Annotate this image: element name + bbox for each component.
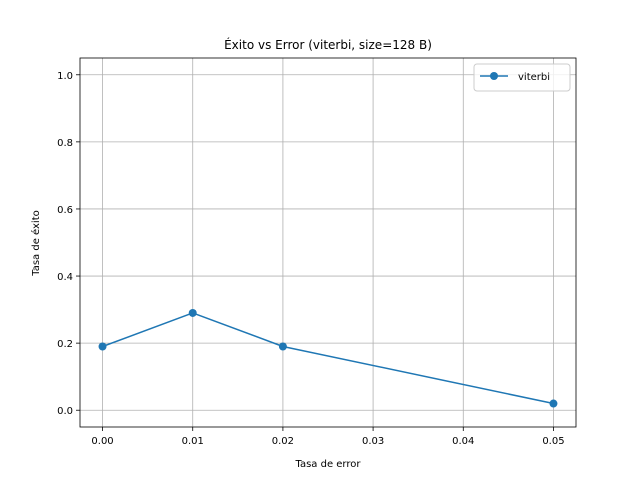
x-tick-label: 0.03: [362, 436, 384, 447]
x-tick-label: 0.04: [452, 436, 474, 447]
plot-area: [98, 308, 558, 408]
data-point: [188, 308, 197, 317]
x-tick-label: 0.00: [91, 436, 113, 447]
legend-marker-viterbi: [490, 72, 498, 80]
legend-box: [473, 63, 571, 92]
legend: viterbi: [473, 63, 571, 92]
data-point: [98, 342, 107, 351]
y-tick-label: 0.6: [57, 205, 73, 216]
y-tick-label: 0.0: [57, 406, 73, 417]
chart-title: Éxito vs Error (viterbi, size=128 B): [224, 37, 432, 52]
x-tick-label: 0.05: [542, 436, 564, 447]
y-axis-ticks: 0.0 0.2 0.4 0.6 0.8 1.0: [57, 71, 80, 417]
x-axis-label: Tasa de error: [295, 459, 362, 470]
data-point: [549, 399, 558, 408]
y-axis-label: Tasa de éxito: [30, 210, 42, 277]
grid: [80, 58, 576, 427]
x-tick-label: 0.02: [272, 436, 294, 447]
axes-frame: [79, 57, 577, 428]
x-axis-ticks: 0.00 0.01 0.02 0.03 0.04 0.05: [91, 427, 565, 447]
y-tick-label: 0.2: [57, 339, 73, 350]
series-line-viterbi: [102, 312, 554, 405]
x-tick-label: 0.01: [182, 436, 204, 447]
y-tick-label: 0.4: [57, 272, 73, 283]
y-tick-label: 0.8: [57, 138, 73, 149]
y-tick-label: 1.0: [57, 71, 73, 82]
data-point: [278, 342, 287, 351]
legend-label-viterbi: viterbi: [518, 72, 550, 83]
